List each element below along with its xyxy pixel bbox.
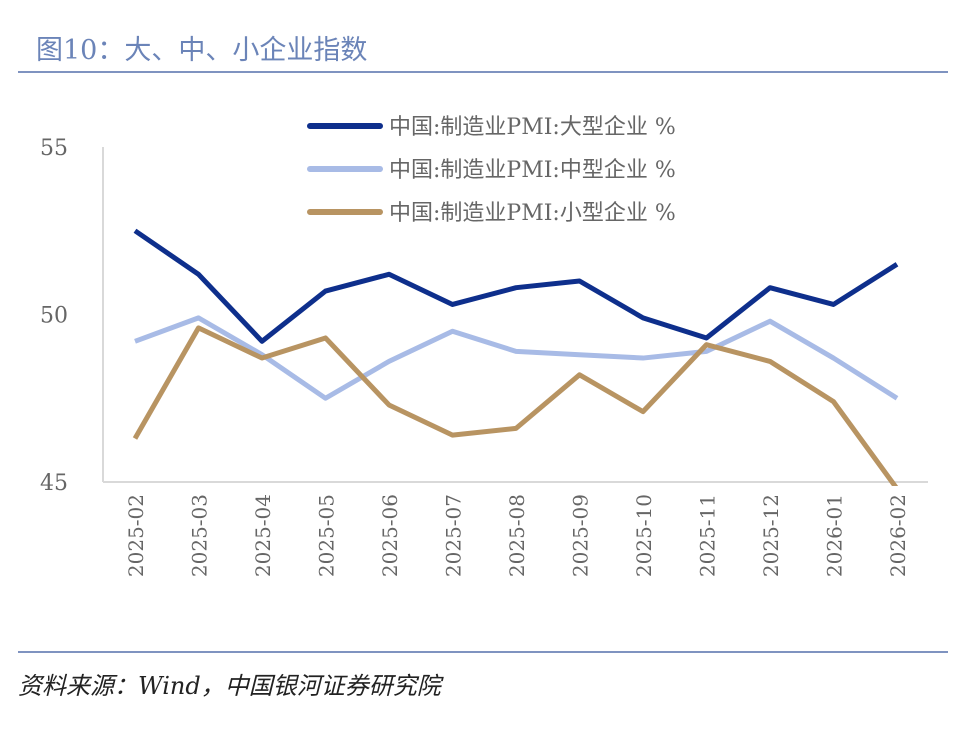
x-tick-label: 2026-01 [823, 494, 847, 577]
x-tick-label: 2025-12 [759, 494, 783, 577]
x-tick-label: 2026-02 [886, 494, 910, 577]
x-tick-label: 2025-11 [696, 494, 720, 577]
x-tick-label: 2025-09 [569, 494, 593, 577]
x-tick-label: 2025-05 [315, 494, 339, 577]
legend-label-1: 中国:制造业PMI:中型企业 % [389, 158, 676, 183]
x-tick-label: 2025-06 [378, 494, 402, 577]
figure-title: 图10：大、中、小企业指数 [36, 35, 368, 66]
y-tick-label: 55 [40, 136, 68, 161]
x-tick-label: 2025-04 [251, 494, 275, 577]
legend-label-0: 中国:制造业PMI:大型企业 % [389, 115, 676, 140]
top-divider [18, 71, 948, 73]
series-line-0 [133, 228, 899, 344]
legend-label-2: 中国:制造业PMI:小型企业 % [389, 201, 676, 226]
x-tick-label: 2025-07 [442, 494, 466, 577]
source-note: 资料来源：Wind，中国银河证券研究院 [18, 672, 441, 700]
x-tick-label: 2025-08 [505, 494, 529, 577]
y-tick-label: 45 [40, 471, 68, 496]
bottom-divider [18, 651, 948, 653]
x-tick-label: 2025-03 [188, 494, 212, 577]
series-line-2 [132, 325, 899, 486]
y-tick-label: 50 [40, 304, 68, 329]
series-line-1 [134, 315, 899, 401]
x-tick-label: 2025-02 [124, 494, 148, 577]
x-tick-label: 2025-10 [632, 494, 656, 577]
